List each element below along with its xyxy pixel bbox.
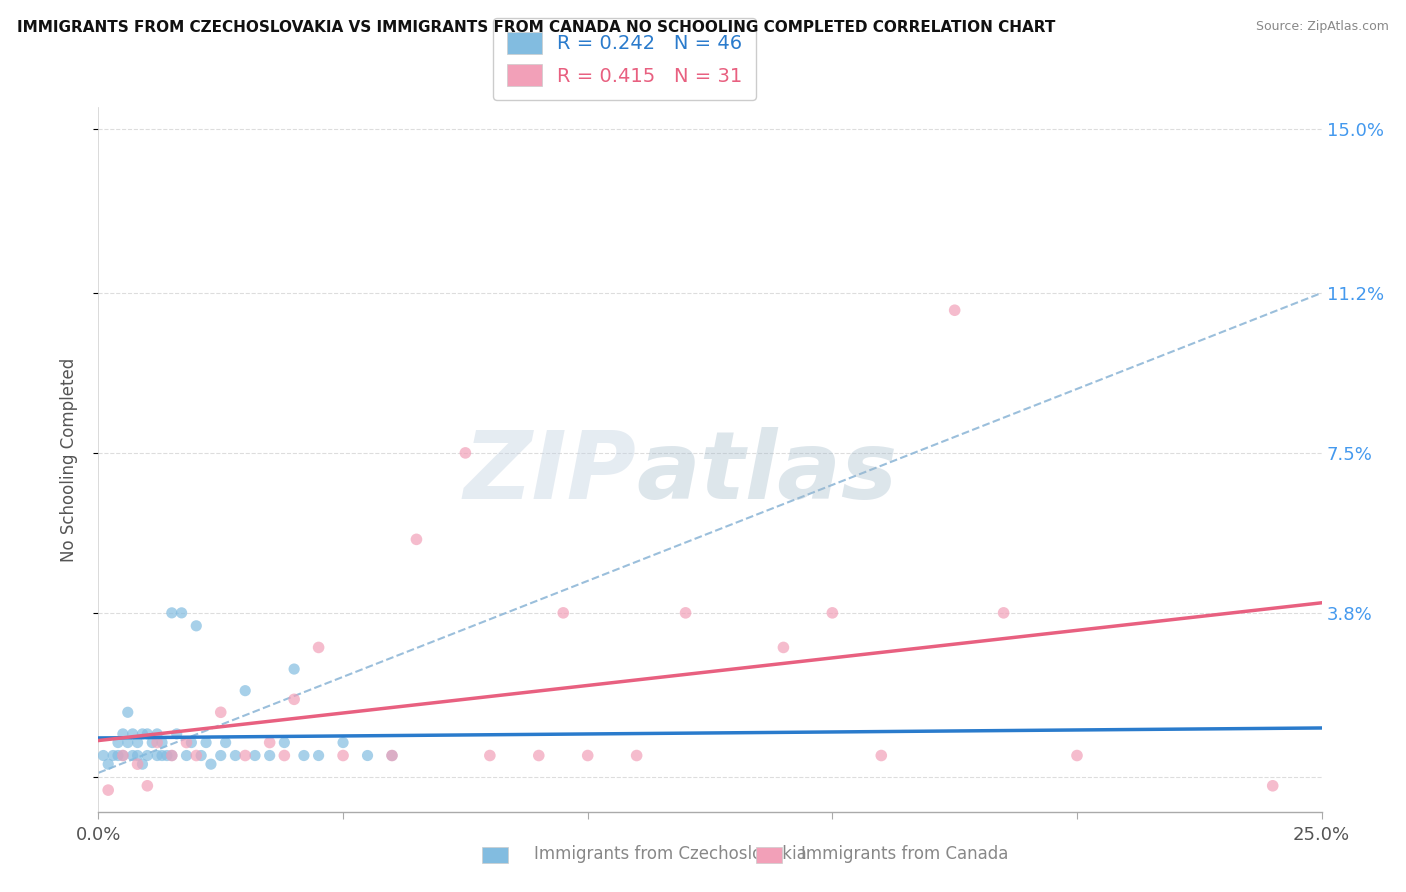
Point bbox=[1261, 779, 1284, 793]
Point bbox=[117, 735, 139, 749]
Point bbox=[160, 748, 183, 763]
Point bbox=[200, 757, 222, 772]
Point bbox=[993, 606, 1015, 620]
Legend: R = 0.242   N = 46, R = 0.415   N = 31: R = 0.242 N = 46, R = 0.415 N = 31 bbox=[494, 18, 756, 100]
Point bbox=[283, 692, 305, 706]
Point bbox=[156, 748, 179, 763]
Point bbox=[308, 748, 330, 763]
Point bbox=[233, 748, 256, 763]
Point bbox=[101, 748, 124, 763]
Point bbox=[214, 735, 236, 749]
Y-axis label: No Schooling Completed: No Schooling Completed bbox=[59, 358, 77, 561]
Point bbox=[107, 748, 129, 763]
Point bbox=[209, 748, 232, 763]
Point bbox=[626, 748, 648, 763]
Point bbox=[170, 606, 193, 620]
Point bbox=[273, 748, 295, 763]
Point bbox=[454, 446, 477, 460]
Point bbox=[146, 735, 169, 749]
Point bbox=[243, 748, 266, 763]
Point bbox=[943, 303, 966, 318]
Point bbox=[308, 640, 330, 655]
Point bbox=[1066, 748, 1088, 763]
Point bbox=[150, 748, 173, 763]
Text: atlas: atlas bbox=[637, 427, 898, 519]
Text: IMMIGRANTS FROM CZECHOSLOVAKIA VS IMMIGRANTS FROM CANADA NO SCHOOLING COMPLETED : IMMIGRANTS FROM CZECHOSLOVAKIA VS IMMIGR… bbox=[17, 20, 1056, 35]
Point bbox=[111, 727, 134, 741]
Point bbox=[160, 748, 183, 763]
Point bbox=[146, 748, 169, 763]
Point bbox=[675, 606, 697, 620]
Point bbox=[273, 735, 295, 749]
Point bbox=[527, 748, 550, 763]
Point bbox=[576, 748, 599, 763]
Point bbox=[136, 727, 159, 741]
Point bbox=[209, 706, 232, 720]
Point bbox=[180, 735, 202, 749]
Point bbox=[332, 735, 354, 749]
Point bbox=[553, 606, 575, 620]
Point bbox=[176, 735, 198, 749]
Point bbox=[292, 748, 315, 763]
Point bbox=[121, 727, 143, 741]
Text: Immigrants from Canada: Immigrants from Canada bbox=[801, 846, 1008, 863]
Point bbox=[870, 748, 893, 763]
Point bbox=[176, 748, 198, 763]
Point bbox=[117, 706, 139, 720]
Point bbox=[332, 748, 354, 763]
Point bbox=[97, 783, 120, 797]
Point bbox=[131, 727, 153, 741]
Point bbox=[141, 735, 163, 749]
Point bbox=[166, 727, 188, 741]
Point bbox=[186, 748, 208, 763]
Text: Immigrants from Czechoslovakia: Immigrants from Czechoslovakia bbox=[534, 846, 807, 863]
Point bbox=[195, 735, 218, 749]
Point bbox=[381, 748, 404, 763]
Point bbox=[259, 748, 281, 763]
Text: Source: ZipAtlas.com: Source: ZipAtlas.com bbox=[1256, 20, 1389, 33]
Point bbox=[146, 727, 169, 741]
Point bbox=[131, 757, 153, 772]
Point bbox=[772, 640, 794, 655]
Point bbox=[478, 748, 501, 763]
Point bbox=[283, 662, 305, 676]
Text: ZIP: ZIP bbox=[464, 427, 637, 519]
Point bbox=[259, 735, 281, 749]
Point bbox=[127, 748, 149, 763]
Point bbox=[381, 748, 404, 763]
Point bbox=[136, 779, 159, 793]
Point bbox=[356, 748, 378, 763]
Point bbox=[111, 748, 134, 763]
Point bbox=[150, 735, 173, 749]
Point bbox=[97, 757, 120, 772]
Point bbox=[107, 735, 129, 749]
Point bbox=[190, 748, 212, 763]
Point bbox=[186, 619, 208, 633]
Point bbox=[233, 683, 256, 698]
Point bbox=[127, 757, 149, 772]
Point bbox=[821, 606, 844, 620]
Point bbox=[405, 533, 427, 547]
Point bbox=[91, 748, 114, 763]
Point bbox=[121, 748, 143, 763]
Point bbox=[127, 735, 149, 749]
Point bbox=[136, 748, 159, 763]
Point bbox=[160, 606, 183, 620]
Point bbox=[111, 748, 134, 763]
Point bbox=[224, 748, 246, 763]
